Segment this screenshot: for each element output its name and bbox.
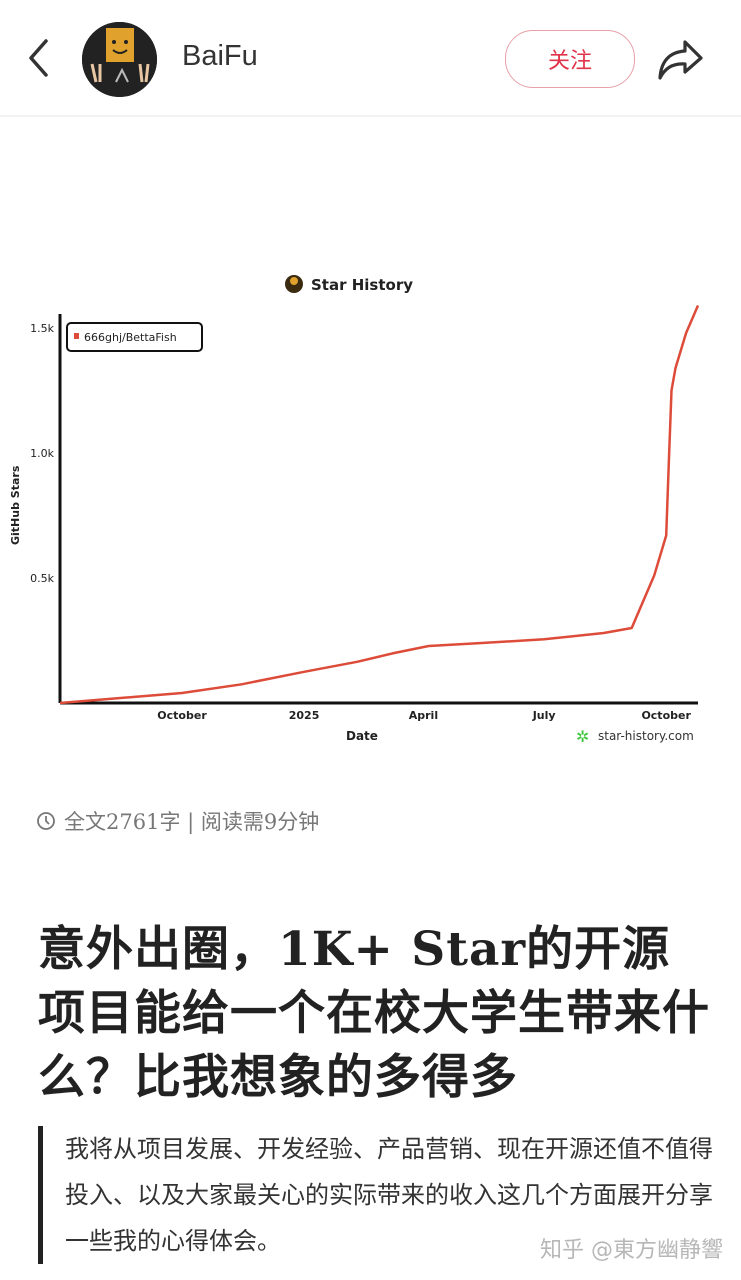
star-history-watermark-icon: ✲ (576, 727, 589, 746)
author-name[interactable]: BaiFu (182, 40, 258, 72)
y-tick-label: 0.5k (30, 572, 54, 585)
star-history-watermark: ✲ star-history.com (576, 727, 694, 746)
x-axis-label: Date (346, 729, 378, 743)
legend: 666ghj/BettaFish (66, 322, 203, 352)
series-line-bettafish (59, 305, 700, 705)
avatar-image (82, 22, 157, 97)
x-tick-label: 2025 (289, 709, 320, 722)
y-axis-label: GitHub Stars (9, 465, 22, 545)
article-meta: 全文2761字 | 阅读需9分钟 (36, 806, 319, 836)
reading-info: 全文2761字 | 阅读需9分钟 (64, 810, 320, 834)
zhihu-watermark: 知乎 @東方幽静響 (540, 1238, 723, 1263)
follow-button[interactable]: 关注 (505, 30, 635, 88)
x-tick-label: October (641, 709, 691, 722)
article-title: 意外出圈，1K+ Star的开源项目能给一个在校大学生带来什么？比我想象的多得多 (38, 922, 710, 1105)
star-history-chart: Star History 0.5k 1.0k 1.5k October 2025 Apr… (0, 262, 741, 762)
chart-title-text: Star History (311, 276, 413, 294)
legend-label: 666ghj/BettaFish (84, 331, 177, 344)
avatar[interactable] (82, 22, 157, 97)
y-tick-label: 1.5k (30, 322, 54, 335)
top-bar: BaiFu 关注 (0, 0, 741, 117)
share-button[interactable] (655, 36, 705, 82)
article-summary: 我将从项目发展、开发经验、产品营销、现在开源还值不值得投入、以及大家最关心的实际… (38, 1126, 735, 1264)
chevron-left-icon (29, 39, 48, 77)
clock-icon (37, 812, 55, 830)
star-history-watermark-text: star-history.com (598, 729, 694, 743)
x-tick-label: April (409, 709, 438, 722)
chart-title: Star History (285, 275, 413, 294)
share-arrow-icon (658, 40, 703, 80)
back-button[interactable] (22, 36, 58, 80)
y-tick-label: 1.0k (30, 447, 54, 460)
x-tick-label: July (532, 709, 556, 722)
x-tick-label: October (157, 709, 207, 722)
legend-swatch (74, 333, 79, 339)
